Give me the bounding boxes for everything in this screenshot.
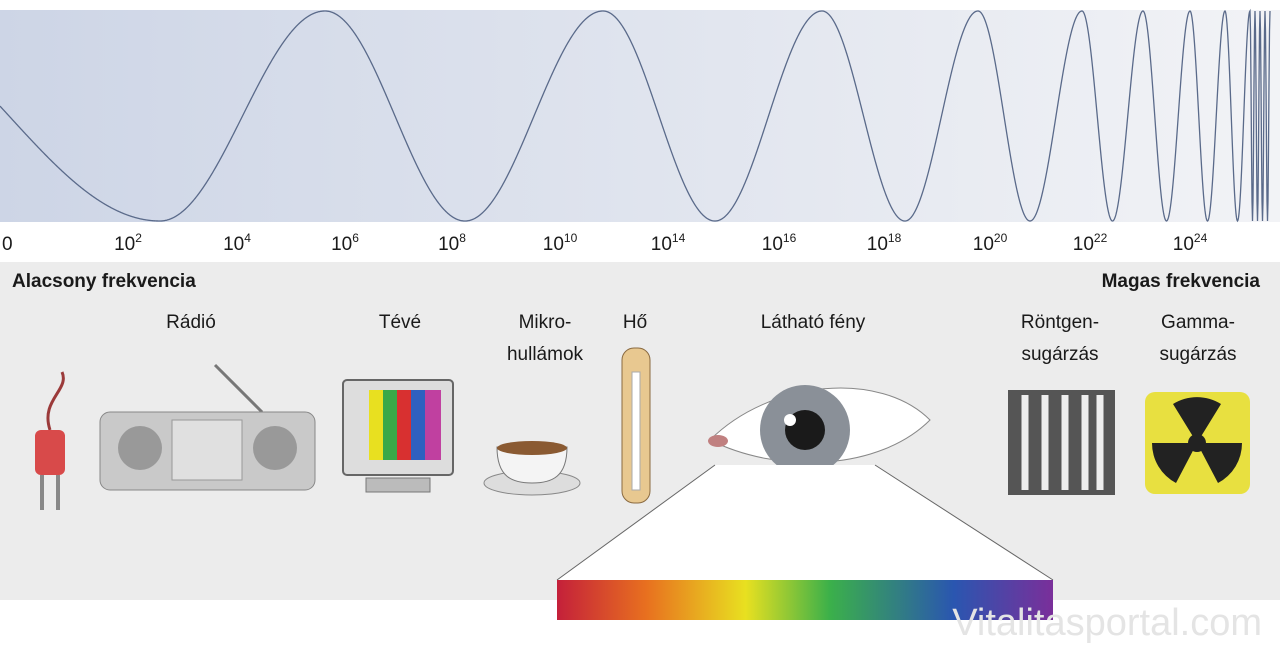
scale-label: 1020 xyxy=(973,231,1008,255)
scale-exp: 14 xyxy=(672,231,686,245)
scale-base: 10 xyxy=(762,234,783,255)
scale-base: 10 xyxy=(651,234,672,255)
scale-base: 10 xyxy=(867,234,888,255)
scale-label: 1022 xyxy=(1073,231,1108,255)
scale-exp: 22 xyxy=(1094,231,1108,245)
scale-exp: 2 xyxy=(135,231,142,245)
thermometer-icon xyxy=(621,347,651,504)
scale-base: 10 xyxy=(1173,234,1194,255)
scale-exp: 24 xyxy=(1194,231,1208,245)
eye-icon xyxy=(708,385,931,475)
watermark: Vitalitasportal.com xyxy=(952,602,1262,644)
band-label: Gamma- xyxy=(1161,312,1235,333)
scale-base: 10 xyxy=(114,234,135,255)
low-label: Alacsony frekvencia xyxy=(12,271,196,292)
scale-label: 108 xyxy=(438,231,466,255)
plug-icon xyxy=(35,371,65,510)
scale-exp: 20 xyxy=(994,231,1008,245)
scale-label: 1024 xyxy=(1173,231,1208,255)
scale-exp: 6 xyxy=(352,231,359,245)
scale-base: 10 xyxy=(543,234,564,255)
scale-base: 10 xyxy=(438,234,459,255)
scale-base: 10 xyxy=(973,234,994,255)
wave xyxy=(0,8,1271,223)
scale-label: 0 xyxy=(2,234,13,255)
fan-edge xyxy=(874,464,1054,581)
scale-label: 1010 xyxy=(543,231,578,255)
scale-label: 1014 xyxy=(651,231,686,255)
band-label: Tévé xyxy=(379,312,421,333)
radio-icon xyxy=(99,363,316,491)
radiation-icon xyxy=(1145,392,1250,494)
cup-icon xyxy=(483,441,581,496)
xray-icon xyxy=(1008,390,1115,495)
band-label: sugárzás xyxy=(1021,344,1098,365)
band-label: Látható fény xyxy=(761,312,866,333)
high-label: Magas frekvencia xyxy=(1102,271,1261,292)
scale-label: 102 xyxy=(114,231,142,255)
scale-exp: 16 xyxy=(783,231,797,245)
bands: Rádió Tévé Mikro-hullámok Hő Látható fény Rön… xyxy=(166,312,1236,365)
visible-spectrum xyxy=(557,580,1053,620)
wave-background xyxy=(0,10,1280,222)
band-label: Mikro- xyxy=(519,312,572,333)
band-label: Röntgen- xyxy=(1021,312,1099,333)
tv-icon xyxy=(342,379,454,493)
scale-base: 10 xyxy=(331,234,352,255)
scale-label: 104 xyxy=(223,231,251,255)
band-label: hullámok xyxy=(507,344,584,365)
band-label: Rádió xyxy=(166,312,216,333)
scale-exp: 8 xyxy=(459,231,466,245)
scale-label: 1016 xyxy=(762,231,797,255)
scale-exp: 10 xyxy=(564,231,578,245)
scale-base: 10 xyxy=(1073,234,1094,255)
scale-exp: 18 xyxy=(888,231,902,245)
fan-edge xyxy=(556,464,716,581)
scale-exp: 4 xyxy=(244,231,251,245)
scale-label: 1018 xyxy=(867,231,902,255)
scale-base: 10 xyxy=(223,234,244,255)
spectrum-fan xyxy=(557,465,1053,580)
scale: 0 102 104 106 108 1010 1014 1016 1018 1020 1022 102… xyxy=(2,231,1208,255)
band-label: sugárzás xyxy=(1159,344,1236,365)
band-label: Hő xyxy=(623,312,647,333)
scale-label: 106 xyxy=(331,231,359,255)
